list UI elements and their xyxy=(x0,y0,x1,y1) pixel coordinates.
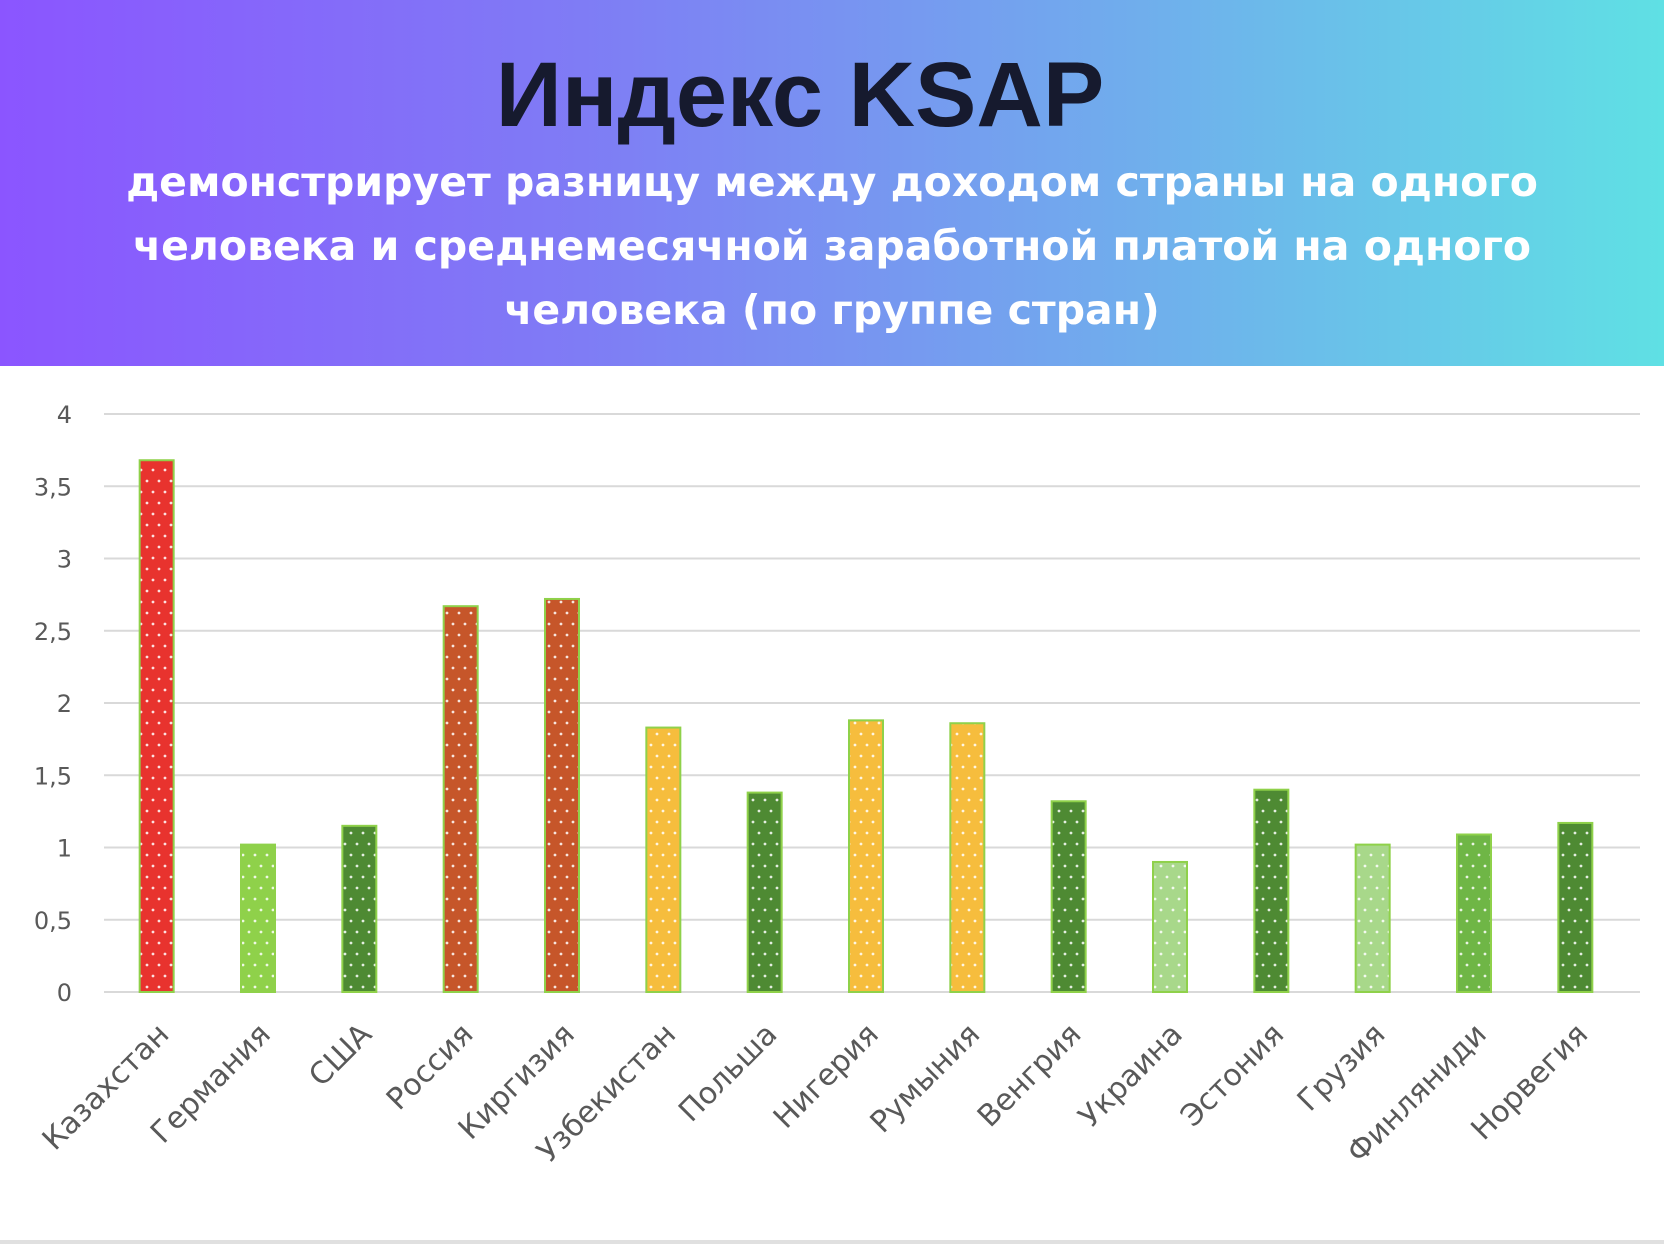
x-tick-label: Румыния xyxy=(864,1017,987,1140)
bar-5 xyxy=(544,597,580,994)
bar-12 xyxy=(1253,788,1290,994)
y-tick-label: 3,5 xyxy=(34,473,72,501)
x-tick-label: Эстония xyxy=(1174,1017,1291,1134)
x-tick-label: США xyxy=(302,1017,379,1094)
y-tick-label: 2,5 xyxy=(34,618,72,646)
x-tick-label: Украина xyxy=(1072,1017,1190,1135)
bar-8 xyxy=(848,719,884,993)
y-tick-label: 4 xyxy=(57,401,72,429)
bar-13 xyxy=(1354,843,1391,993)
header-banner: Индекс KSAP демонстрирует разницу между … xyxy=(0,0,1664,366)
x-tick-label: Венгрия xyxy=(971,1017,1088,1134)
bar-9 xyxy=(949,722,986,993)
page-title: Индекс KSAP xyxy=(495,44,1105,146)
chart-area: 0 0,5 1 1,5 2 2,5 3 3,5 4 Казахстан Германия США Ро… xyxy=(0,366,1664,1248)
bar-10 xyxy=(1050,800,1087,994)
bar-2 xyxy=(240,843,276,993)
bar-15 xyxy=(1557,821,1594,993)
y-axis-ticks: 0 0,5 1 1,5 2 2,5 3 3,5 4 xyxy=(34,401,72,1007)
y-tick-label: 3 xyxy=(57,546,72,574)
bar-6 xyxy=(645,726,682,993)
bar-4 xyxy=(442,605,479,993)
x-tick-label: Грузия xyxy=(1291,1017,1393,1119)
y-tick-label: 2 xyxy=(57,690,72,718)
x-tick-label: Россия xyxy=(380,1017,480,1117)
bar-14 xyxy=(1456,833,1492,993)
y-tick-label: 0 xyxy=(57,979,72,1007)
y-tick-label: 0,5 xyxy=(34,907,72,935)
y-tick-label: 1 xyxy=(57,835,72,863)
bar-3 xyxy=(341,824,378,994)
bottom-divider xyxy=(0,1240,1664,1244)
bars xyxy=(138,459,1594,994)
bar-11 xyxy=(1152,860,1188,994)
bar-7 xyxy=(746,791,783,993)
y-tick-label: 1,5 xyxy=(34,762,72,790)
bar-1 xyxy=(138,459,175,994)
page-subtitle: демонстрирует разницу между доходом стра… xyxy=(126,158,1538,334)
